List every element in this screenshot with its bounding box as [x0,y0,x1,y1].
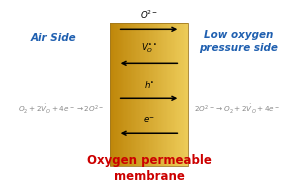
Bar [149,23,150,166]
Bar [159,23,161,166]
Bar [185,23,187,166]
Bar [167,23,168,166]
Bar [130,23,131,166]
Bar [164,23,166,166]
Bar [157,23,158,166]
Bar [161,23,162,166]
Text: h$^{\bullet}$: h$^{\bullet}$ [144,79,154,90]
Text: e$^{-}$: e$^{-}$ [143,115,155,125]
Bar [118,23,119,166]
Text: $V_O^{\bullet\bullet}$: $V_O^{\bullet\bullet}$ [141,41,157,55]
Bar [111,23,113,166]
Bar [135,23,136,166]
Bar [139,23,140,166]
Bar [144,23,145,166]
Bar [121,23,122,166]
Bar [179,23,180,166]
Bar [176,23,177,166]
Bar [146,23,148,166]
Bar [187,23,188,166]
Bar [181,23,183,166]
Bar [128,23,130,166]
Text: O$^{2-}$: O$^{2-}$ [140,8,158,21]
Bar [115,23,117,166]
Bar [132,23,134,166]
Bar [148,23,149,166]
Text: $O_2 + 2\dot{V}_O + 4e^- \rightarrow 2O^{2-}$: $O_2 + 2\dot{V}_O + 4e^- \rightarrow 2O^… [18,103,104,116]
Bar [171,23,172,166]
Bar [141,23,142,166]
Bar [177,23,179,166]
Bar [142,23,144,166]
Bar [114,23,115,166]
Bar [125,23,126,166]
Bar [126,23,127,166]
Bar [113,23,114,166]
Bar [170,23,171,166]
Bar [145,23,146,166]
Bar [127,23,128,166]
Bar [152,23,153,166]
Bar [136,23,137,166]
Bar [134,23,135,166]
Bar [153,23,154,166]
Text: Air Side: Air Side [31,33,77,43]
Text: $2O^{2-} \rightarrow O_2 + 2\dot{V}_O + 4e^-$: $2O^{2-} \rightarrow O_2 + 2\dot{V}_O + … [194,103,280,116]
Text: Low oxygen
pressure side: Low oxygen pressure side [199,30,278,53]
Bar [173,23,175,166]
Bar [154,23,156,166]
Bar [162,23,163,166]
Bar [123,23,125,166]
Bar [119,23,121,166]
Bar [156,23,157,166]
Bar [140,23,141,166]
Bar [184,23,185,166]
Bar [131,23,132,166]
Bar [117,23,118,166]
Bar [168,23,170,166]
Bar [175,23,176,166]
Bar [110,23,188,166]
Text: Oxygen permeable
membrane: Oxygen permeable membrane [86,154,212,183]
Bar [180,23,181,166]
Bar [158,23,159,166]
Bar [183,23,184,166]
Bar [122,23,123,166]
Bar [150,23,152,166]
Bar [110,23,111,166]
Bar [166,23,167,166]
Bar [137,23,139,166]
Bar [163,23,164,166]
Bar [172,23,173,166]
